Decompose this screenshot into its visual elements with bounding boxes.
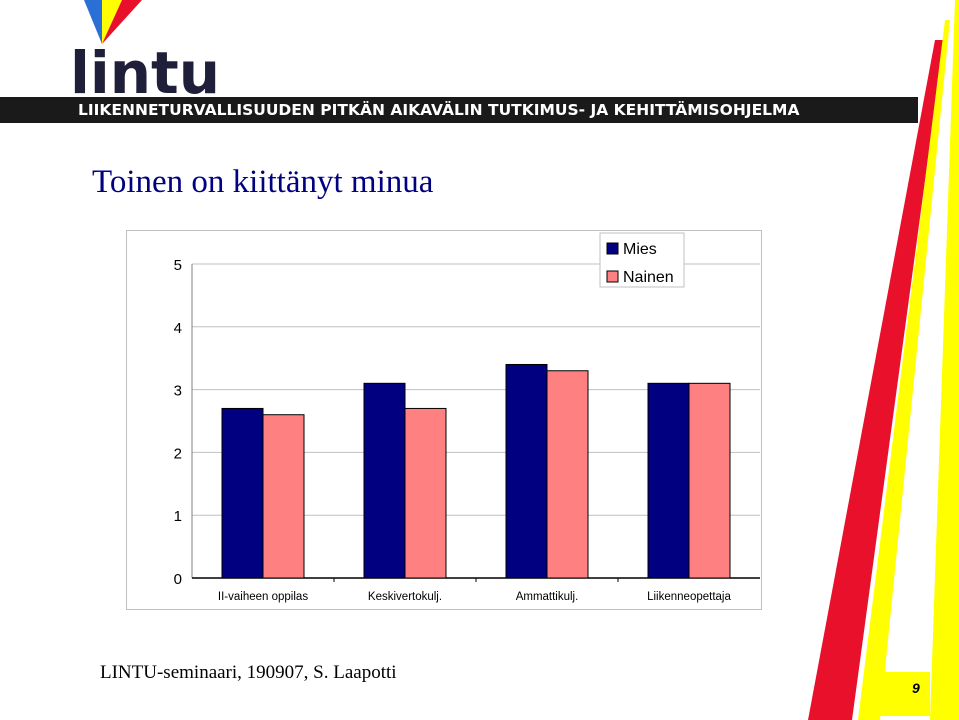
bar-mies-3 <box>647 382 690 579</box>
page-number-box <box>880 672 930 716</box>
stripe-yellow-left <box>858 20 950 720</box>
bar-chart: 0 1 2 3 4 5 II-vaiheen oppilas Keskivertokulj. A… <box>126 230 762 610</box>
stripe-red <box>808 40 944 720</box>
bar-nainen-2 <box>546 370 589 579</box>
y-tick-label: 2 <box>174 445 182 462</box>
bar-nainen-3 <box>688 382 731 579</box>
y-tick-label: 3 <box>174 383 182 400</box>
bar-mies-0 <box>221 407 264 579</box>
bar-nainen-0 <box>262 414 305 579</box>
legend-swatch-mies <box>606 242 619 255</box>
bar-mies-1 <box>363 382 406 579</box>
x-tick-label: Keskivertokulj. <box>368 591 442 603</box>
page-number: 9 <box>912 680 920 696</box>
x-tick-label: II-vaiheen oppilas <box>218 591 308 603</box>
bar-mies-2 <box>505 363 548 579</box>
y-tick-label: 5 <box>174 257 182 274</box>
program-banner: LIIKENNETURVALLISUUDEN PITKÄN AIKAVÄLIN … <box>0 97 918 123</box>
y-tick-label: 1 <box>174 508 182 525</box>
chart-container: 0 1 2 3 4 5 II-vaiheen oppilas Keskivertokulj. A… <box>126 230 762 615</box>
legend-label-nainen: Nainen <box>623 269 674 286</box>
y-tick-label: 4 <box>174 320 182 337</box>
legend-label-mies: Mies <box>623 241 657 258</box>
legend-swatch-nainen <box>606 270 619 283</box>
slide-title: Toinen on kiittänyt minua <box>92 164 434 200</box>
lintu-wordmark: lintu <box>70 39 221 107</box>
bar-nainen-1 <box>404 407 447 579</box>
y-tick-label: 0 <box>174 571 182 588</box>
stripe-yellow-right <box>930 0 959 720</box>
x-tick-label: Liikenneopettaja <box>647 591 731 603</box>
x-tick-label: Ammattikulj. <box>516 591 579 603</box>
lintu-flag-icon <box>84 0 142 44</box>
slide-footer: LINTU-seminaari, 190907, S. Laapotti <box>100 662 397 683</box>
